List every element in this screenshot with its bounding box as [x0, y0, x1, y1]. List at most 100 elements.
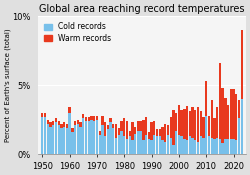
Bar [145, 117, 147, 135]
Bar [110, 122, 112, 154]
Bar [126, 139, 128, 154]
Bar [71, 132, 74, 154]
Bar [74, 125, 76, 154]
Bar [161, 140, 164, 154]
Bar [66, 128, 68, 154]
Bar [96, 120, 98, 154]
Bar [82, 114, 84, 118]
Bar [238, 100, 240, 118]
Bar [158, 136, 161, 154]
Bar [90, 116, 93, 120]
Bar [120, 131, 123, 154]
Bar [55, 122, 57, 154]
Bar [183, 139, 186, 154]
Bar [49, 127, 52, 154]
Bar [186, 140, 188, 154]
Bar [80, 122, 82, 127]
Bar [104, 136, 106, 154]
Bar [224, 139, 226, 154]
Bar [230, 139, 232, 154]
Bar [180, 136, 183, 154]
Bar [63, 122, 65, 127]
Bar [213, 118, 216, 139]
Bar [77, 124, 79, 154]
Bar [164, 124, 166, 142]
Bar [66, 124, 68, 128]
Bar [200, 136, 202, 154]
Bar [68, 107, 71, 113]
Bar [49, 122, 52, 127]
Bar [142, 140, 144, 154]
Bar [145, 135, 147, 154]
Bar [80, 127, 82, 154]
Bar [58, 121, 60, 125]
Bar [210, 138, 213, 154]
Bar [180, 110, 183, 136]
Bar [52, 125, 54, 154]
Bar [93, 116, 95, 121]
Bar [46, 124, 49, 154]
Bar [52, 121, 54, 125]
Bar [68, 113, 71, 154]
Bar [46, 120, 49, 124]
Bar [240, 30, 243, 99]
Bar [178, 135, 180, 154]
Bar [235, 93, 238, 140]
Bar [134, 127, 136, 134]
Bar [110, 118, 112, 122]
Bar [186, 106, 188, 140]
Bar [158, 129, 161, 136]
Bar [202, 117, 205, 138]
Bar [137, 131, 139, 154]
Bar [101, 116, 103, 125]
Bar [238, 118, 240, 154]
Bar [208, 116, 210, 136]
Bar [222, 143, 224, 154]
Bar [175, 113, 177, 131]
Bar [161, 127, 164, 140]
Bar [55, 118, 57, 122]
Bar [41, 117, 43, 154]
Bar [208, 136, 210, 154]
Bar [85, 117, 87, 121]
Bar [183, 109, 186, 139]
Bar [194, 140, 196, 154]
Bar [96, 116, 98, 120]
Bar [112, 124, 114, 128]
Bar [178, 105, 180, 135]
Bar [216, 107, 218, 138]
Bar [153, 135, 156, 154]
Bar [88, 121, 90, 154]
Bar [82, 118, 84, 154]
Bar [230, 89, 232, 139]
Bar [148, 132, 150, 139]
Bar [164, 142, 166, 154]
Bar [213, 139, 216, 154]
Bar [60, 128, 62, 154]
Bar [131, 140, 134, 154]
Bar [227, 139, 229, 154]
Bar [142, 120, 144, 140]
Bar [219, 139, 221, 154]
Bar [205, 116, 208, 154]
Bar [128, 131, 131, 136]
Bar [175, 131, 177, 154]
Bar [115, 124, 117, 138]
Bar [120, 121, 123, 131]
Bar [172, 145, 174, 154]
Bar [128, 136, 131, 154]
Bar [88, 117, 90, 121]
Bar [118, 135, 120, 154]
Bar [156, 129, 158, 136]
Bar [219, 63, 221, 139]
Bar [235, 140, 238, 154]
Bar [172, 110, 174, 145]
Bar [134, 134, 136, 154]
Bar [98, 131, 101, 135]
Bar [170, 138, 172, 154]
Bar [98, 135, 101, 154]
Bar [44, 117, 46, 154]
Bar [240, 99, 243, 154]
Bar [192, 107, 194, 138]
Bar [90, 120, 93, 154]
